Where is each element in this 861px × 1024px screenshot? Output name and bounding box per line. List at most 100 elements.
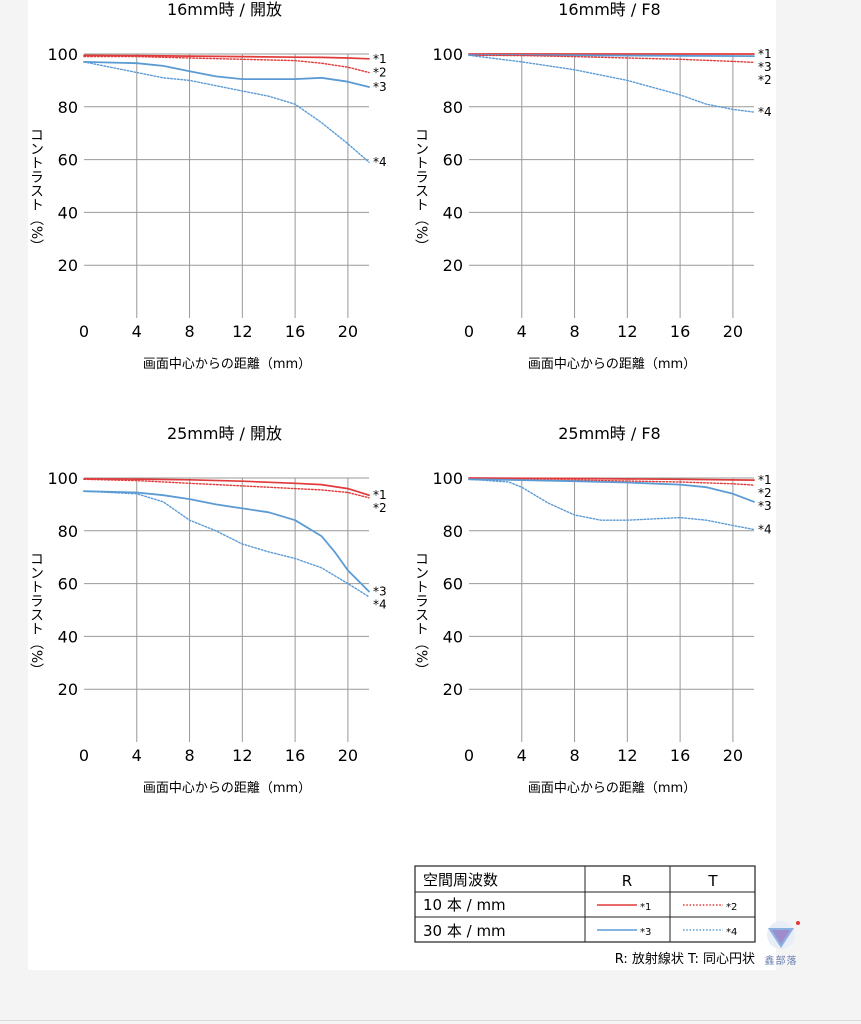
y-tick-label: 60 xyxy=(443,151,463,170)
y-tick-label: 40 xyxy=(443,627,463,646)
watermark-text: 鑫部落 xyxy=(764,956,798,967)
y-tick-label: 100 xyxy=(432,45,463,64)
series-end-label: *2 xyxy=(758,73,772,87)
x-tick-label: 12 xyxy=(232,746,252,765)
x-tick-label: 16 xyxy=(285,746,305,765)
x-tick-label: 4 xyxy=(517,746,527,765)
series-line-2 xyxy=(83,55,370,74)
series-end-label: *1 xyxy=(373,488,387,502)
series-line-2 xyxy=(468,54,755,64)
legend-header-frequency: 空間周波数 xyxy=(423,871,498,889)
series-line-1 xyxy=(468,477,755,481)
watermark: 鑫部落 xyxy=(758,918,804,968)
series-end-label: *2 xyxy=(758,486,772,500)
y-tick-label: 40 xyxy=(58,203,78,222)
series-line-3 xyxy=(83,61,370,88)
y-tick-label: 40 xyxy=(443,203,463,222)
series-end-label: *3 xyxy=(373,80,387,94)
x-tick-label: 0 xyxy=(79,746,89,765)
x-axis-label: 画面中心からの距離（mm） xyxy=(528,781,696,796)
chart-title: 16mm時 / 開放 xyxy=(167,0,282,19)
chart-4: 25mm時 / F8 20 40 60 80 100 0 4 8 12 16 20 画面中心からの距離（… xyxy=(413,424,772,796)
content-panel xyxy=(28,0,776,970)
x-tick-label: 8 xyxy=(184,746,194,765)
x-tick-label: 12 xyxy=(617,746,637,765)
y-axis-label: コントラスト（%） xyxy=(28,128,44,253)
x-tick-label: 16 xyxy=(670,322,690,341)
chart-3: 25mm時 / 開放 20 40 60 80 100 0 4 8 12 16 20 画面中心からの距離（… xyxy=(28,424,387,796)
x-axis-label: 画面中心からの距離（mm） xyxy=(143,357,311,372)
chart-1: 16mm時 / 開放 20 40 60 80 100 0 4 8 12 16 20 画面中心からの距離（… xyxy=(28,0,387,372)
series-line-4 xyxy=(468,54,755,113)
divider xyxy=(0,1020,861,1021)
legend-header-r: R xyxy=(622,872,632,890)
y-tick-label: 100 xyxy=(47,45,78,64)
y-tick-label: 60 xyxy=(58,575,78,594)
y-tick-label: 80 xyxy=(443,98,463,117)
y-axis-label: コントラスト（%） xyxy=(413,128,429,253)
tripod-logo-icon xyxy=(767,921,800,949)
series-line-1 xyxy=(83,54,370,60)
x-tick-label: 12 xyxy=(232,322,252,341)
series-end-label: *4 xyxy=(373,598,387,612)
x-tick-label: 0 xyxy=(464,746,474,765)
x-tick-label: 4 xyxy=(132,746,142,765)
series-end-label: *3 xyxy=(758,499,772,513)
series-end-label: *4 xyxy=(758,522,772,536)
y-tick-label: 60 xyxy=(58,151,78,170)
x-tick-label: 8 xyxy=(569,746,579,765)
legend-mark-4: *4 xyxy=(726,927,737,938)
series-end-label: *2 xyxy=(373,65,387,79)
chart-title: 25mm時 / 開放 xyxy=(167,424,282,443)
y-axis-label: コントラスト（%） xyxy=(28,552,44,677)
legend-mark-2: *2 xyxy=(726,902,737,913)
chart-title: 25mm時 / F8 xyxy=(558,424,660,443)
chart-title: 16mm時 / F8 xyxy=(558,0,660,19)
legend-mark-1: *1 xyxy=(640,902,651,913)
x-tick-label: 8 xyxy=(569,322,579,341)
y-tick-label: 80 xyxy=(58,522,78,541)
y-axis-label: コントラスト（%） xyxy=(413,552,429,677)
series-end-label: *4 xyxy=(758,105,772,119)
series-line-4 xyxy=(83,61,370,163)
x-tick-label: 0 xyxy=(79,322,89,341)
x-tick-label: 16 xyxy=(670,746,690,765)
x-tick-label: 4 xyxy=(132,322,142,341)
series-end-label: *3 xyxy=(373,585,387,599)
y-tick-label: 40 xyxy=(58,627,78,646)
series-end-label: *4 xyxy=(373,155,387,169)
x-axis-label: 画面中心からの距離（mm） xyxy=(143,781,311,796)
x-axis-label: 画面中心からの距離（mm） xyxy=(528,357,696,372)
series-end-label: *1 xyxy=(758,473,772,487)
series-line-2 xyxy=(83,478,370,499)
series-end-label: *3 xyxy=(758,60,772,74)
x-tick-label: 20 xyxy=(723,746,743,765)
series-line-1 xyxy=(83,477,370,497)
x-tick-label: 20 xyxy=(338,746,358,765)
x-tick-label: 4 xyxy=(517,322,527,341)
y-tick-label: 20 xyxy=(443,256,463,275)
y-tick-label: 80 xyxy=(443,522,463,541)
x-tick-label: 16 xyxy=(285,322,305,341)
legend-table: 空間周波数 R T 10 本 / mm 30 本 / mm *1 *2 *3 *… xyxy=(414,865,756,967)
y-tick-label: 100 xyxy=(47,469,78,488)
y-tick-label: 60 xyxy=(443,575,463,594)
series-line-4 xyxy=(83,490,370,598)
series-line-3 xyxy=(468,478,755,503)
x-tick-label: 12 xyxy=(617,322,637,341)
y-tick-label: 20 xyxy=(58,256,78,275)
x-tick-label: 8 xyxy=(184,322,194,341)
series-line-2 xyxy=(468,478,755,486)
series-end-label: *2 xyxy=(373,501,387,515)
series-line-3 xyxy=(83,490,370,593)
series-end-label: *1 xyxy=(373,52,387,66)
series-line-4 xyxy=(468,478,755,531)
series-end-label: *1 xyxy=(758,47,772,61)
legend-mark-3: *3 xyxy=(640,927,651,938)
chart-2: 16mm時 / F8 20 40 60 80 100 0 4 8 12 16 20 画面中心からの距離（… xyxy=(413,0,772,372)
x-tick-label: 20 xyxy=(338,322,358,341)
legend-row-label-30: 30 本 / mm xyxy=(423,922,506,940)
legend-note: R: 放射線状 T: 同心円状 xyxy=(615,951,755,967)
x-tick-label: 20 xyxy=(723,322,743,341)
